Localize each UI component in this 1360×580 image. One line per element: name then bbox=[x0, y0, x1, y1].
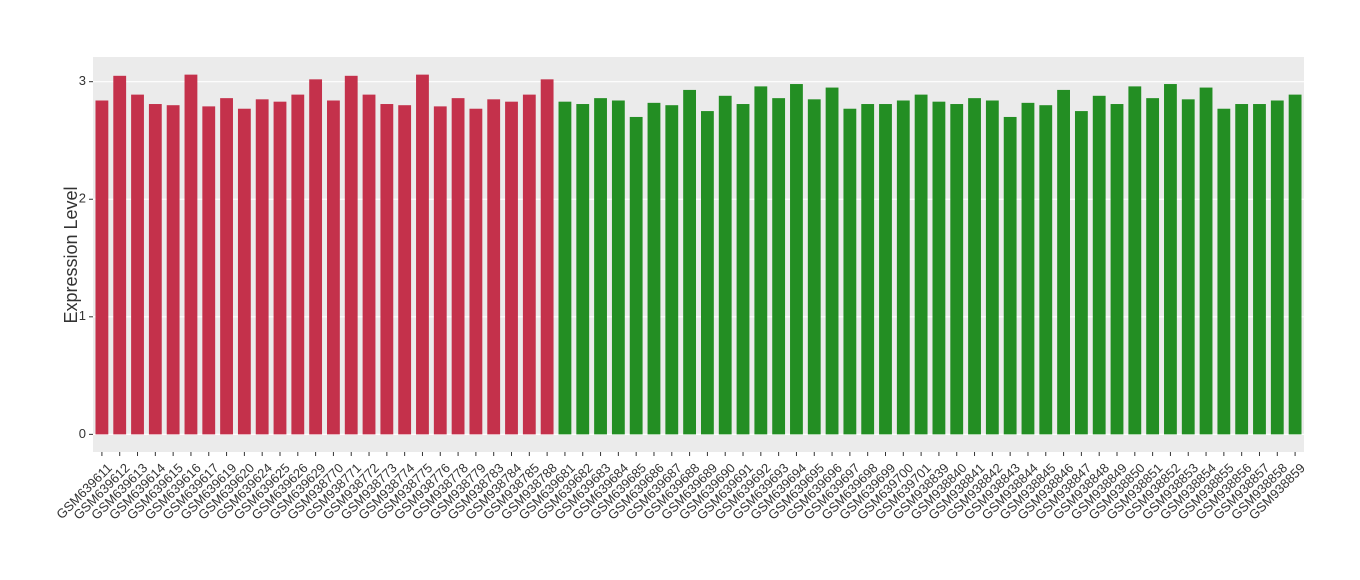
bar bbox=[522, 94, 536, 435]
bar bbox=[237, 108, 251, 435]
bar bbox=[558, 101, 572, 435]
bar bbox=[433, 106, 447, 435]
bar bbox=[1270, 100, 1284, 435]
bar bbox=[113, 75, 127, 435]
bar bbox=[1181, 99, 1195, 435]
bar bbox=[95, 100, 109, 435]
bar bbox=[1253, 104, 1266, 435]
bar bbox=[380, 104, 394, 435]
bar bbox=[1217, 108, 1231, 435]
bar bbox=[1074, 111, 1088, 435]
bar bbox=[665, 105, 679, 435]
bar bbox=[540, 79, 554, 435]
bar bbox=[700, 111, 714, 435]
bar bbox=[1021, 102, 1035, 435]
bar bbox=[807, 99, 821, 435]
y-tick-label: 3 bbox=[79, 73, 86, 88]
bar bbox=[1092, 95, 1106, 435]
bar bbox=[1146, 98, 1160, 435]
bar bbox=[1039, 105, 1053, 435]
bar bbox=[647, 102, 661, 435]
bar bbox=[718, 95, 732, 435]
y-tick-label: 2 bbox=[79, 191, 86, 206]
y-tick-label: 0 bbox=[79, 426, 86, 441]
bar bbox=[327, 100, 340, 435]
bar bbox=[1235, 104, 1249, 435]
bar bbox=[825, 87, 839, 435]
bar bbox=[1003, 116, 1017, 435]
y-tick-label: 1 bbox=[79, 308, 86, 323]
bar bbox=[505, 101, 518, 435]
bar bbox=[131, 94, 144, 435]
bar bbox=[861, 104, 875, 435]
bar bbox=[1199, 87, 1213, 435]
bar bbox=[932, 101, 946, 435]
bar bbox=[1288, 94, 1302, 435]
bar bbox=[220, 98, 233, 435]
bar bbox=[914, 94, 928, 435]
bar bbox=[1057, 89, 1070, 435]
bar bbox=[611, 100, 625, 435]
y-axis-title: Expression Level bbox=[61, 186, 81, 323]
bar bbox=[594, 98, 607, 435]
bar bbox=[968, 98, 981, 435]
bar bbox=[950, 104, 964, 435]
bar bbox=[576, 104, 590, 435]
bar bbox=[790, 84, 803, 435]
bar bbox=[273, 101, 287, 435]
bar bbox=[629, 116, 643, 435]
bar bbox=[469, 108, 483, 435]
bar bbox=[1128, 86, 1142, 435]
bar bbox=[754, 86, 768, 435]
bar bbox=[451, 98, 465, 435]
bar bbox=[202, 106, 216, 435]
bar bbox=[1110, 104, 1124, 435]
bar bbox=[736, 104, 750, 435]
bar bbox=[362, 94, 376, 435]
bar bbox=[184, 74, 198, 435]
bar bbox=[255, 99, 269, 435]
bar bbox=[166, 105, 180, 435]
bar bbox=[772, 98, 786, 435]
bar bbox=[896, 100, 910, 435]
bar bbox=[843, 108, 857, 435]
bar bbox=[344, 75, 358, 435]
bar bbox=[487, 99, 501, 435]
bar bbox=[879, 104, 892, 435]
bar bbox=[683, 89, 697, 435]
bar bbox=[148, 104, 162, 435]
bar bbox=[398, 105, 412, 435]
bar bbox=[1164, 84, 1177, 435]
bar bbox=[291, 94, 305, 435]
bar bbox=[309, 79, 323, 435]
bar bbox=[416, 74, 429, 435]
bar bbox=[985, 100, 999, 435]
